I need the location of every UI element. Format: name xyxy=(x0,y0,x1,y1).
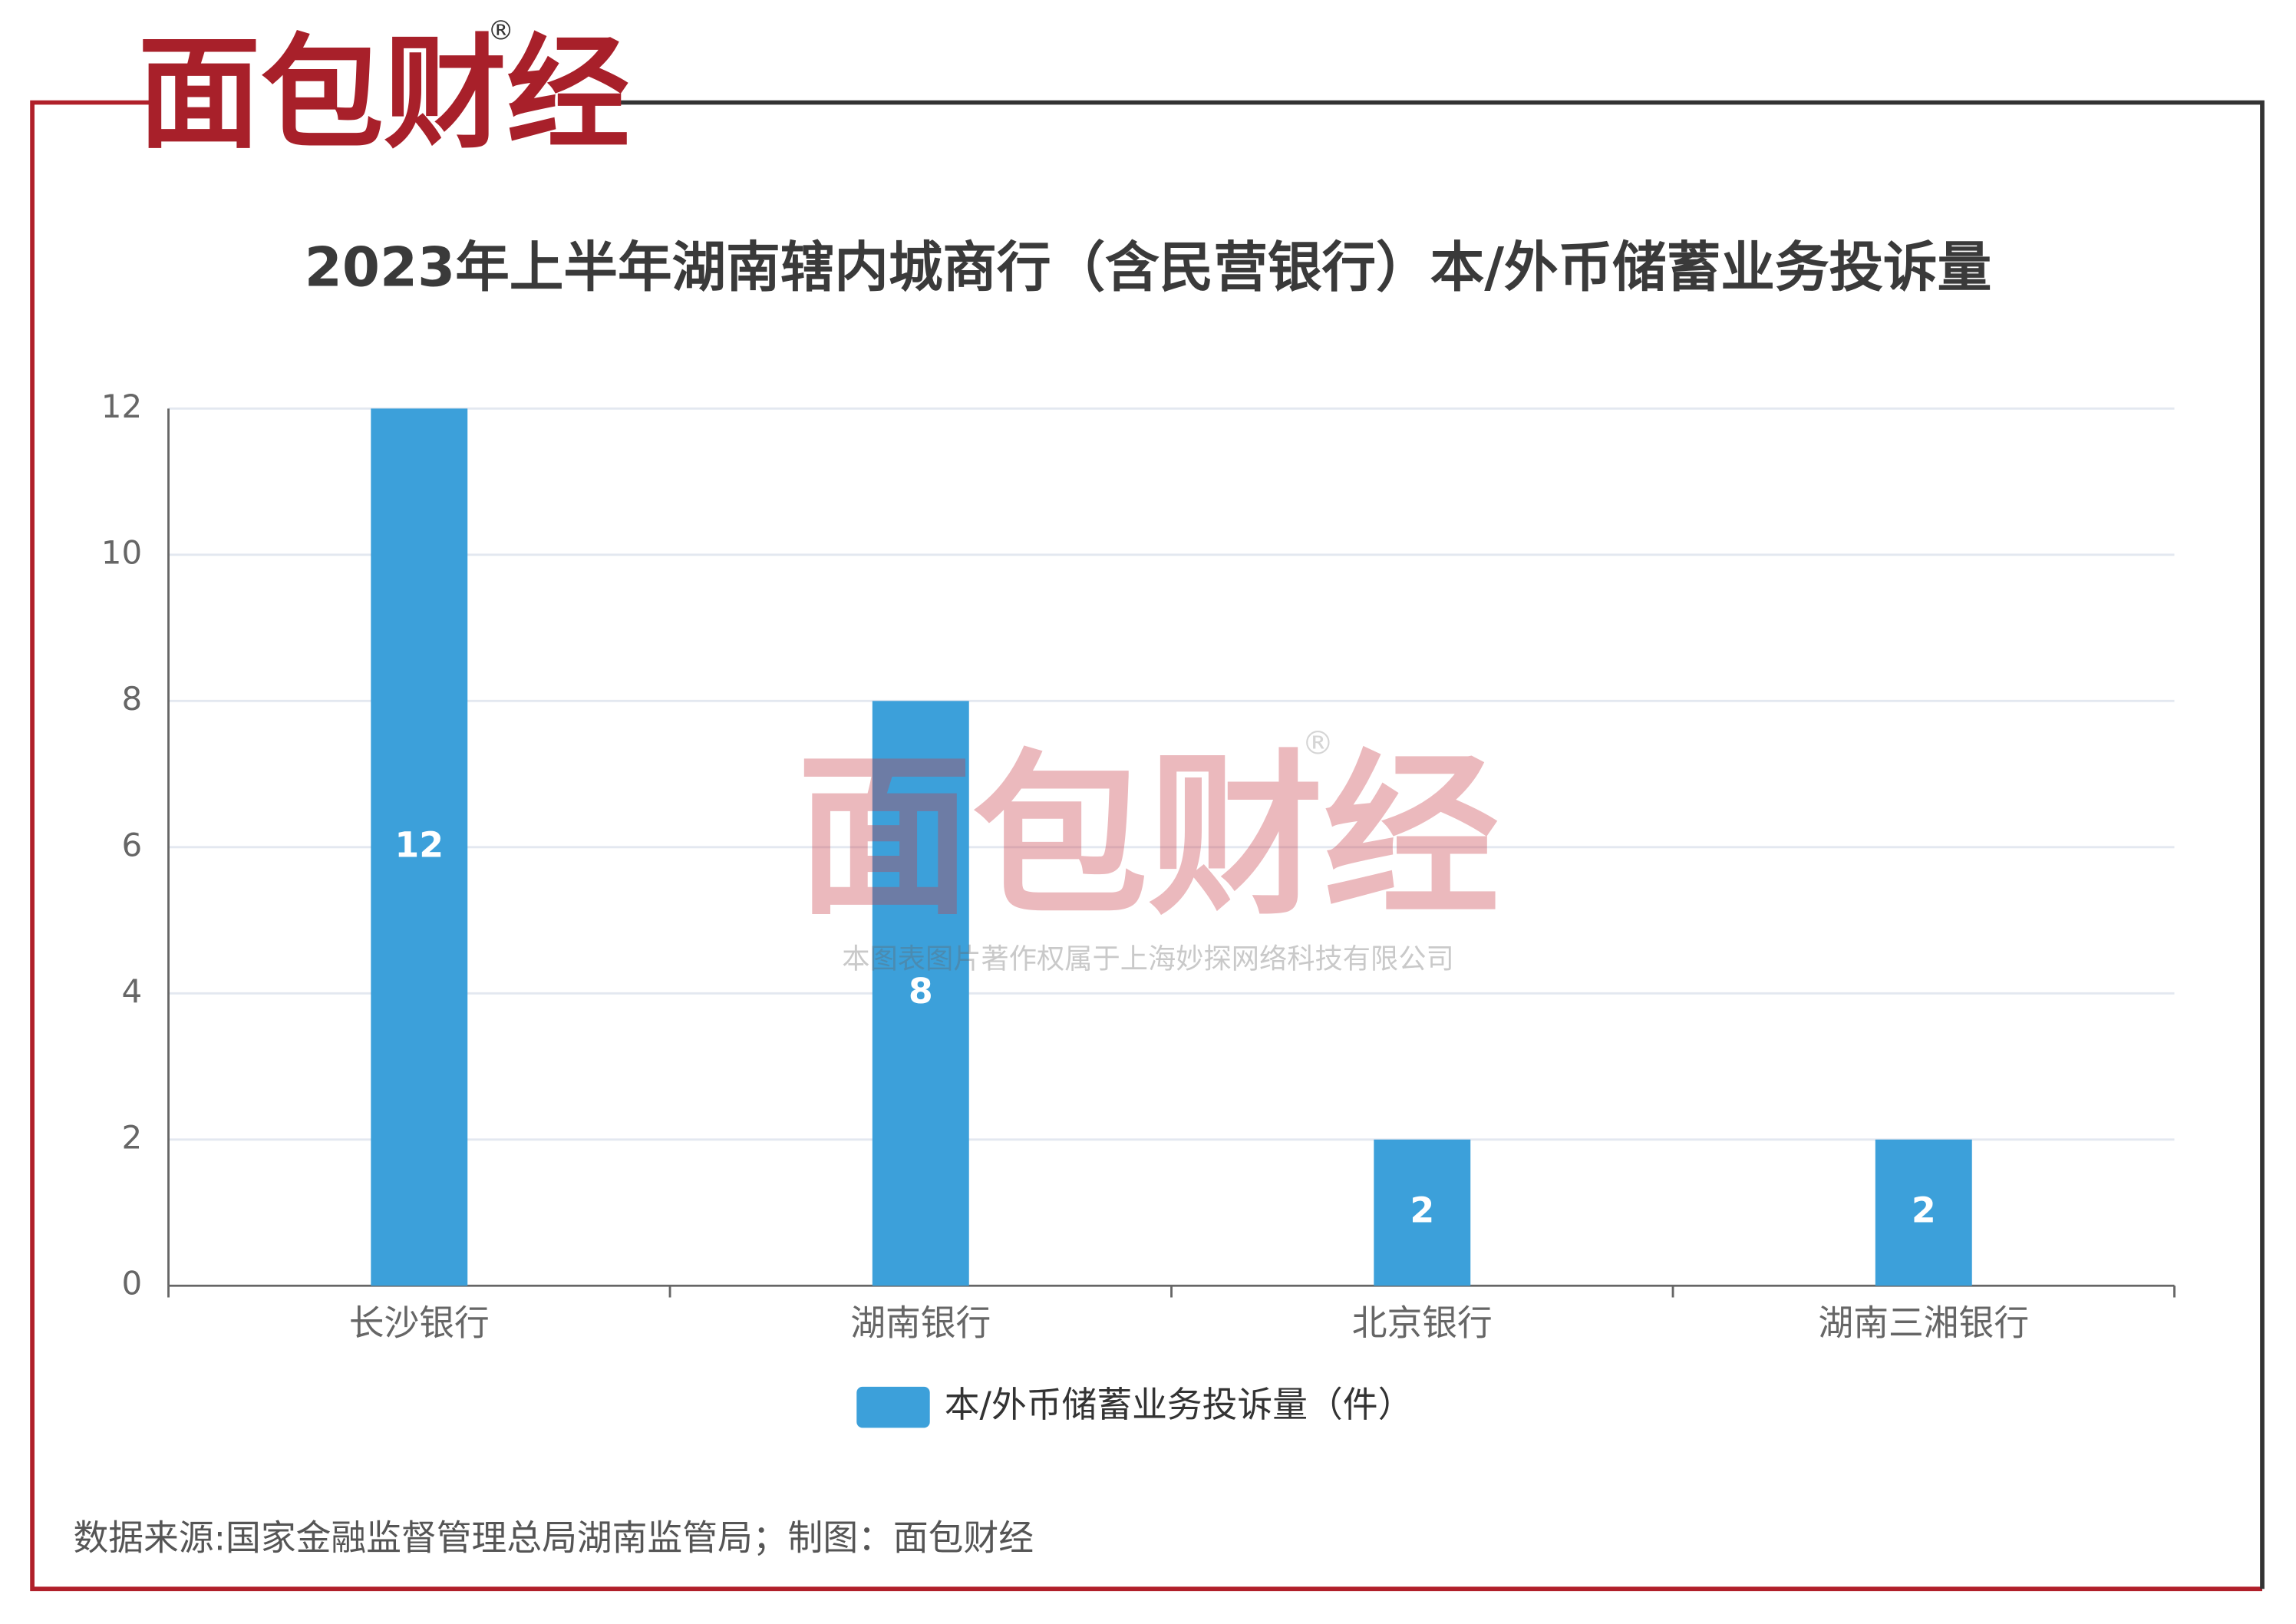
chart-title: 2023年上半年湖南辖内城商行（含民营银行）本/外币储蓄业务投诉量 xyxy=(305,236,1991,299)
logo: 面包财经 xyxy=(137,21,629,165)
registered-mark: ® xyxy=(487,15,513,46)
y-tick-label: 8 xyxy=(121,680,142,718)
y-tick-label: 6 xyxy=(121,826,142,863)
frame xyxy=(30,100,2265,1592)
bar xyxy=(371,408,468,1286)
watermark-registered: ® xyxy=(1301,725,1334,762)
bar xyxy=(1374,1139,1471,1286)
y-tick-label: 4 xyxy=(121,972,142,1010)
data-label: 12 xyxy=(394,824,444,865)
x-tick-label: 北京银行 xyxy=(1352,1302,1493,1343)
legend-label: 本/外币储蓄业务投诉量（件） xyxy=(945,1384,1414,1425)
legend-swatch xyxy=(856,1386,930,1428)
y-tick-label: 12 xyxy=(101,388,142,425)
data-label: 2 xyxy=(1912,1190,1936,1231)
x-tick-label: 湖南银行 xyxy=(850,1302,991,1343)
y-tick-label: 0 xyxy=(121,1265,142,1302)
plot: 0 2 4 6 8 10 12 长沙银行 湖南银行 北京银行 湖南三湘银行 12 8 2 2 本/外币储蓄业务… xyxy=(101,388,2176,1428)
x-tick-label: 长沙银行 xyxy=(349,1302,490,1343)
watermark: 面包财经 ® 本图表图片著作权属于上海妙探网络科技有限公司 xyxy=(797,725,1499,975)
watermark-text: 本图表图片著作权属于上海妙探网络科技有限公司 xyxy=(842,942,1454,975)
x-tick-label: 湖南三湘银行 xyxy=(1818,1302,2029,1343)
watermark-logo: 面包财经 xyxy=(797,734,1499,939)
data-label: 2 xyxy=(1410,1190,1434,1231)
data-label: 8 xyxy=(909,970,933,1012)
y-tick-label: 10 xyxy=(101,533,142,571)
bar xyxy=(872,701,969,1286)
y-tick-label: 2 xyxy=(121,1118,142,1156)
source-note: 数据来源:国家金融监督管理总局湖南监管局；制图：面包财经 xyxy=(74,1517,1034,1559)
bar xyxy=(1875,1139,1972,1286)
